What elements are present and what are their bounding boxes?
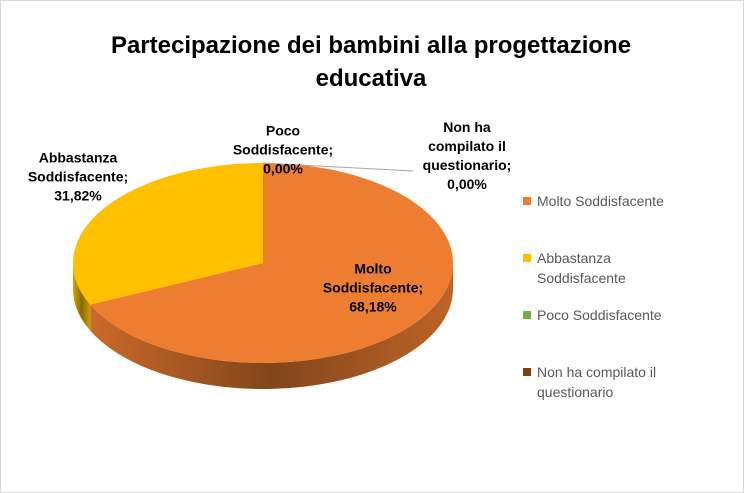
- data-label-category: Molto Soddisfacente: [322, 260, 419, 296]
- data-label-value: 31,82%: [54, 187, 102, 204]
- data-label: Molto Soddisfacente; 68,18%: [311, 260, 436, 317]
- data-label-category: Non ha compilato il questionario: [422, 119, 507, 173]
- legend-label: Non ha compilato il questionario: [537, 364, 657, 400]
- data-label: Poco Soddisfacente; 0,00%: [221, 122, 346, 179]
- data-label-separator: ;: [506, 157, 512, 173]
- data-label-separator: ;: [418, 279, 424, 296]
- legend-swatch: [523, 368, 531, 376]
- data-label-category: Poco Soddisfacente: [232, 122, 329, 158]
- legend-item: Non ha compilato il questionario: [523, 362, 733, 402]
- slice: [73, 163, 264, 331]
- slice-side-shade: [90, 263, 453, 389]
- legend-swatch: [523, 311, 531, 319]
- legend-swatch: [523, 254, 531, 262]
- legend-item: Molto Soddisfacente: [523, 191, 733, 211]
- slice-top: [90, 163, 453, 364]
- data-label: Non ha compilato il questionario; 0,00%: [410, 118, 525, 194]
- data-label: Abbastanza Soddisfacente; 31,82%: [16, 149, 141, 206]
- legend-label: Abbastanza Soddisfacente: [537, 250, 626, 286]
- data-label-separator: ;: [328, 141, 334, 158]
- data-label-category: Abbastanza Soddisfacente: [27, 149, 124, 185]
- legend-swatch: [523, 197, 531, 205]
- legend-item: Abbastanza Soddisfacente: [523, 248, 733, 288]
- chart-title: Partecipazione dei bambini alla progetta…: [110, 32, 632, 92]
- data-label-value: 0,00%: [447, 176, 487, 192]
- slice-side-shade: [73, 263, 91, 331]
- data-label-separator: ;: [123, 168, 129, 185]
- legend-label: Poco Soddisfacente: [537, 307, 662, 323]
- legend-item: Poco Soddisfacente: [523, 305, 733, 325]
- leader-line: [262, 162, 414, 172]
- slice-top: [73, 163, 264, 305]
- legend-label: Molto Soddisfacente: [537, 193, 664, 209]
- data-label-value: 0,00%: [263, 160, 303, 177]
- data-label-value: 68,18%: [349, 298, 397, 315]
- slice: [90, 163, 453, 389]
